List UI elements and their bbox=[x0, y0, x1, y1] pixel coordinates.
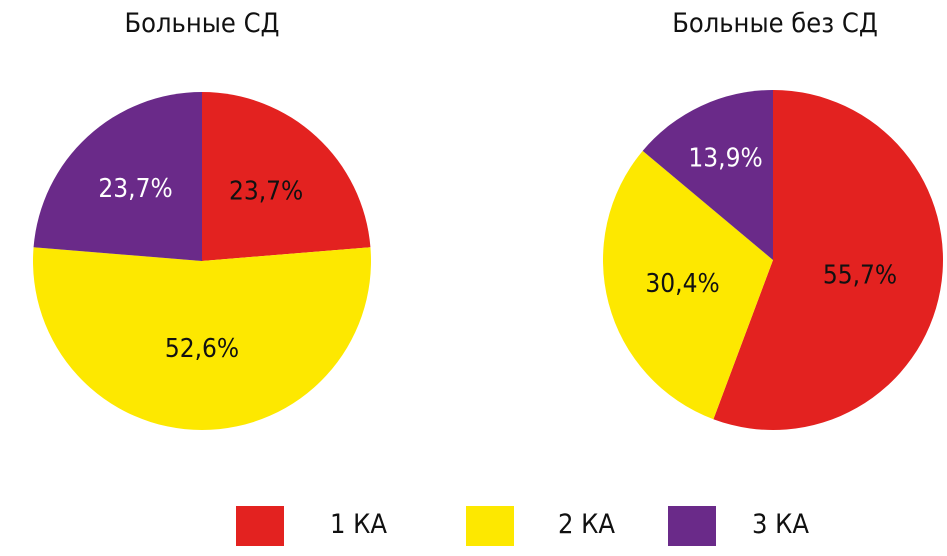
legend-swatch-3ka bbox=[668, 506, 716, 546]
pie-left-label-3: 23,7% bbox=[98, 174, 172, 204]
chart-title-right: Больные без СД bbox=[672, 8, 878, 39]
legend-label-1ka: 1 КА bbox=[330, 509, 388, 540]
legend-swatch-2ka bbox=[466, 506, 514, 546]
pie-right-label-1: 55,7% bbox=[823, 261, 897, 291]
pie-right-slice-1 bbox=[713, 90, 943, 430]
pie-right-label-2: 30,4% bbox=[645, 269, 719, 299]
pie-right-slice-3 bbox=[642, 90, 773, 260]
pie-left-slice-2 bbox=[32, 247, 371, 430]
chart-title-left: Больные СД bbox=[124, 8, 280, 39]
pie-charts: 23,7% 52,6% 23,7% 55,7% 30,4% 13,9% bbox=[32, 90, 943, 430]
pie-left-label-2: 52,6% bbox=[165, 334, 239, 364]
pie-right: 55,7% 30,4% 13,9% bbox=[602, 90, 943, 430]
legend-label-3ka: 3 КА bbox=[752, 509, 810, 540]
pie-left-label-1: 23,7% bbox=[229, 176, 303, 206]
legend-swatch-1ka bbox=[236, 506, 284, 546]
pie-left: 23,7% 52,6% 23,7% bbox=[32, 92, 371, 430]
pie-right-label-3: 13,9% bbox=[688, 143, 762, 173]
legend: 1 КА 2 КА 3 КА bbox=[0, 506, 947, 546]
pie-right-slice-2 bbox=[602, 150, 773, 420]
pie-left-slice-1 bbox=[202, 92, 371, 261]
pie-left-slice-3 bbox=[33, 92, 202, 261]
legend-label-2ka: 2 КА bbox=[558, 509, 616, 540]
